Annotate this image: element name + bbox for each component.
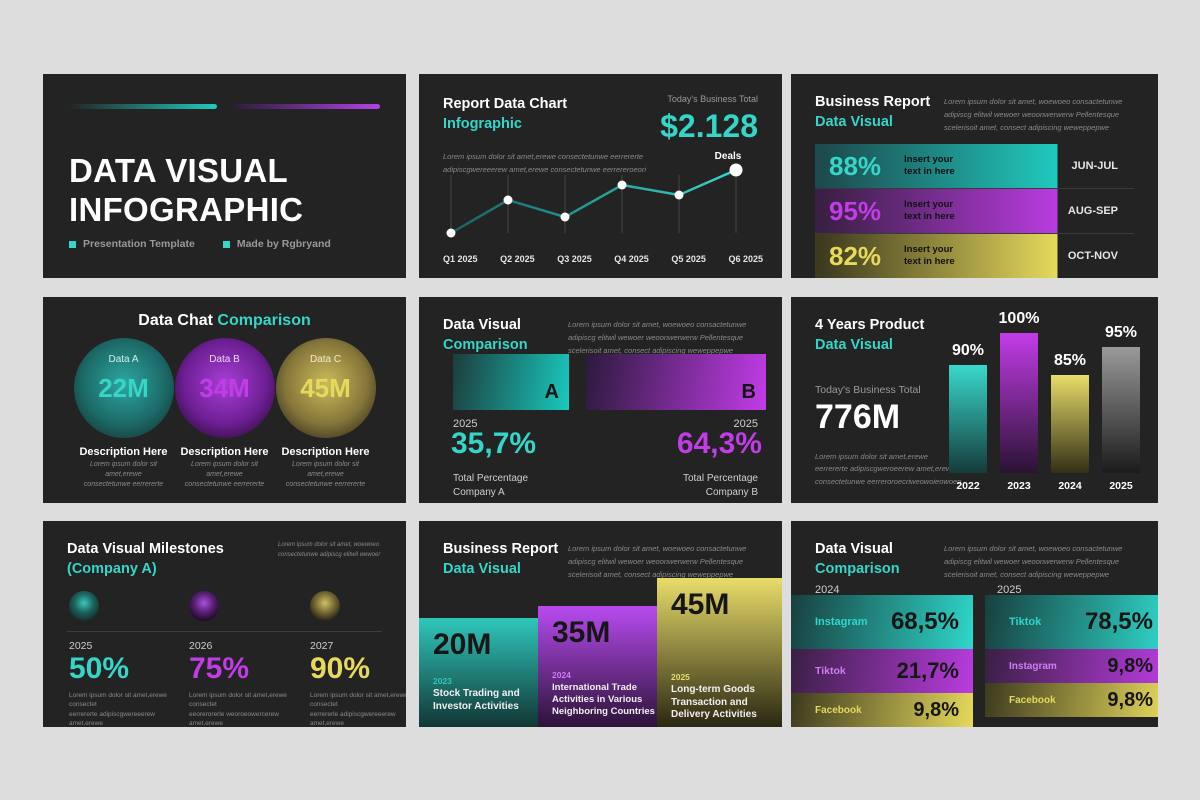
- svg-text:85%: 85%: [1054, 352, 1086, 369]
- svg-text:Deals: Deals: [715, 151, 742, 162]
- svg-text:100%: 100%: [999, 310, 1040, 327]
- svg-text:2023: 2023: [1007, 480, 1031, 492]
- svg-text:2024: 2024: [1058, 480, 1082, 492]
- svg-text:95%: 95%: [1105, 324, 1137, 341]
- svg-text:2025: 2025: [1109, 480, 1133, 492]
- svg-text:2022: 2022: [956, 480, 980, 492]
- svg-text:90%: 90%: [952, 342, 984, 359]
